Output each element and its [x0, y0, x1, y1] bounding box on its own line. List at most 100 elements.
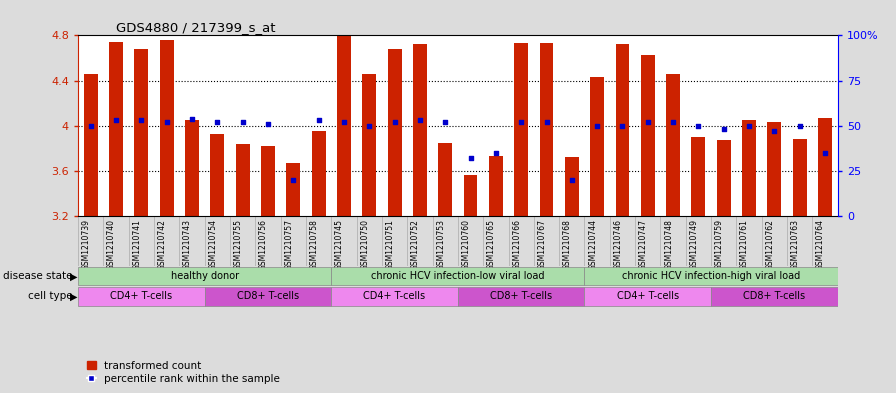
- Bar: [711, 287, 838, 305]
- Point: [134, 117, 149, 123]
- Bar: [742, 120, 756, 216]
- Text: GSM1210758: GSM1210758: [309, 219, 319, 270]
- Point: [108, 117, 123, 123]
- Bar: [514, 43, 528, 216]
- Text: CD8+ T-cells: CD8+ T-cells: [490, 292, 552, 301]
- Bar: [78, 267, 332, 285]
- Text: GSM1210746: GSM1210746: [614, 219, 623, 270]
- Text: GSM1210751: GSM1210751: [385, 219, 394, 270]
- Bar: [337, 37, 351, 216]
- Bar: [388, 49, 401, 216]
- Text: GSM1210765: GSM1210765: [487, 219, 495, 270]
- Text: CD4+ T-cells: CD4+ T-cells: [364, 292, 426, 301]
- Point: [793, 123, 807, 129]
- Bar: [489, 156, 503, 216]
- Point: [514, 119, 529, 125]
- Bar: [458, 287, 584, 305]
- Point: [717, 126, 731, 132]
- Text: GSM1210743: GSM1210743: [183, 219, 192, 270]
- Bar: [463, 175, 478, 216]
- Text: ▶: ▶: [70, 272, 77, 281]
- Bar: [793, 139, 806, 216]
- Text: GSM1210757: GSM1210757: [284, 219, 293, 270]
- Bar: [332, 287, 458, 305]
- Point: [767, 128, 781, 134]
- Bar: [413, 44, 426, 216]
- Point: [261, 121, 275, 127]
- Point: [337, 119, 351, 125]
- Point: [362, 123, 376, 129]
- Text: GSM1210744: GSM1210744: [588, 219, 597, 270]
- Bar: [332, 267, 584, 285]
- Point: [692, 123, 706, 129]
- Bar: [261, 146, 275, 216]
- Text: GSM1210761: GSM1210761: [740, 219, 749, 270]
- Bar: [236, 144, 250, 216]
- Text: ▶: ▶: [70, 292, 77, 301]
- Bar: [83, 74, 98, 216]
- Text: chronic HCV infection-low viral load: chronic HCV infection-low viral load: [371, 272, 545, 281]
- Text: GSM1210766: GSM1210766: [513, 219, 521, 270]
- Text: CD4+ T-cells: CD4+ T-cells: [616, 292, 679, 301]
- Text: GSM1210754: GSM1210754: [208, 219, 217, 270]
- Bar: [616, 44, 630, 216]
- Point: [539, 119, 554, 125]
- Point: [83, 123, 98, 129]
- Point: [488, 150, 503, 156]
- Text: chronic HCV infection-high viral load: chronic HCV infection-high viral load: [622, 272, 800, 281]
- Text: GSM1210745: GSM1210745: [335, 219, 344, 270]
- Point: [742, 123, 756, 129]
- Bar: [78, 287, 204, 305]
- Text: GSM1210768: GSM1210768: [563, 219, 572, 270]
- Point: [641, 119, 655, 125]
- Text: GSM1210752: GSM1210752: [411, 219, 420, 270]
- Text: GSM1210753: GSM1210753: [436, 219, 445, 270]
- Bar: [590, 77, 604, 216]
- Bar: [818, 118, 832, 216]
- Bar: [134, 49, 148, 216]
- Text: cell type: cell type: [29, 292, 73, 301]
- Bar: [717, 140, 731, 216]
- Bar: [211, 134, 224, 216]
- Bar: [438, 143, 452, 216]
- Bar: [641, 55, 655, 216]
- Text: GSM1210747: GSM1210747: [639, 219, 648, 270]
- Text: CD8+ T-cells: CD8+ T-cells: [744, 292, 806, 301]
- Text: GSM1210763: GSM1210763: [791, 219, 800, 270]
- Bar: [185, 120, 199, 216]
- Bar: [692, 137, 705, 216]
- Text: GSM1210762: GSM1210762: [765, 219, 774, 270]
- Point: [818, 150, 832, 156]
- Text: GSM1210756: GSM1210756: [259, 219, 268, 270]
- Text: GSM1210750: GSM1210750: [360, 219, 369, 270]
- Text: GSM1210748: GSM1210748: [664, 219, 673, 270]
- Text: GSM1210755: GSM1210755: [234, 219, 243, 270]
- Point: [616, 123, 630, 129]
- Text: healthy donor: healthy donor: [170, 272, 238, 281]
- Point: [666, 119, 680, 125]
- Bar: [584, 267, 838, 285]
- Point: [210, 119, 224, 125]
- Bar: [159, 40, 174, 216]
- Point: [286, 177, 300, 183]
- Point: [438, 119, 452, 125]
- Text: GSM1210741: GSM1210741: [133, 219, 142, 270]
- Point: [590, 123, 604, 129]
- Text: CD8+ T-cells: CD8+ T-cells: [237, 292, 299, 301]
- Bar: [768, 122, 781, 216]
- Text: GSM1210767: GSM1210767: [538, 219, 547, 270]
- Text: GSM1210760: GSM1210760: [461, 219, 470, 270]
- Text: GSM1210749: GSM1210749: [689, 219, 699, 270]
- Bar: [362, 74, 376, 216]
- Point: [387, 119, 401, 125]
- Text: GSM1210740: GSM1210740: [107, 219, 116, 270]
- Point: [564, 177, 579, 183]
- Text: GSM1210759: GSM1210759: [715, 219, 724, 270]
- Point: [236, 119, 250, 125]
- Bar: [584, 287, 711, 305]
- Bar: [666, 74, 680, 216]
- Text: GSM1210764: GSM1210764: [816, 219, 825, 270]
- Bar: [286, 163, 300, 216]
- Legend: transformed count, percentile rank within the sample: transformed count, percentile rank withi…: [83, 357, 284, 388]
- Bar: [204, 287, 332, 305]
